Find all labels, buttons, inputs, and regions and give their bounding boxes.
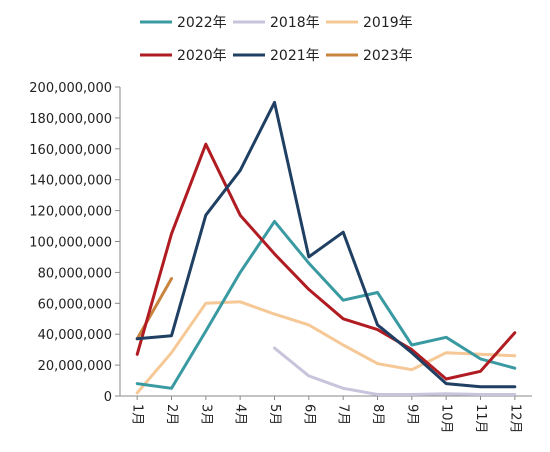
legend-label: 2023年 [363, 48, 413, 64]
series-line-2018年 [273, 346, 517, 396]
series-layer [135, 100, 517, 396]
legend: 2022年 2018年 2019年 2020年 2021年 2023年 [140, 15, 413, 64]
x-tick-label: 8月 [370, 404, 385, 425]
x-tick-label: 10月 [439, 404, 454, 434]
x-tick-label: 12月 [507, 404, 522, 434]
legend-label: 2019年 [363, 15, 413, 31]
legend-item: 2020年 [140, 48, 227, 64]
x-tick-label: 9月 [404, 404, 419, 425]
x-tick-label: 3月 [198, 404, 213, 425]
x-tick-label: 4月 [233, 404, 248, 425]
x-tick-label: 1月 [130, 404, 145, 425]
legend-label: 2022年 [177, 15, 227, 31]
legend-item: 2019年 [326, 15, 413, 31]
y-tick-label: 120,000,000 [29, 205, 112, 220]
y-tick-label: 200,000,000 [29, 81, 112, 96]
y-tick-label: 0 [104, 390, 112, 405]
legend-item: 2023年 [326, 48, 413, 64]
y-tick-label: 100,000,000 [29, 236, 112, 251]
x-axis: 1月 2月 3月 4月 5月 6月 7月 8月 9月 10月 11月 12月 [120, 395, 532, 434]
legend-item: 2021年 [233, 48, 320, 64]
x-tick-label: 7月 [336, 404, 351, 425]
y-tick-label: 180,000,000 [29, 112, 112, 127]
series-line-2023年 [135, 277, 173, 341]
legend-item: 2018年 [233, 15, 320, 31]
y-tick-label: 40,000,000 [38, 328, 112, 343]
y-tick-label: 20,000,000 [38, 359, 112, 374]
x-tick-label: 11月 [473, 404, 488, 434]
x-tick-label: 5月 [267, 404, 282, 425]
legend-item: 2022年 [140, 15, 227, 31]
y-tick-label: 160,000,000 [29, 143, 112, 158]
y-tick-label: 140,000,000 [29, 174, 112, 189]
series-line-2021年 [135, 100, 517, 389]
legend-label: 2020年 [177, 48, 227, 64]
series-line-2019年 [135, 300, 517, 395]
series-line-2022年 [135, 219, 517, 390]
x-tick-label: 2月 [164, 404, 179, 425]
y-tick-label: 60,000,000 [38, 297, 112, 312]
x-tick-label: 6月 [301, 404, 316, 425]
y-axis: 0 20,000,000 40,000,000 60,000,000 80,000,00… [29, 81, 121, 405]
legend-label: 2021年 [270, 48, 320, 64]
y-tick-label: 80,000,000 [38, 266, 112, 281]
legend-label: 2018年 [270, 15, 320, 31]
series-line-2020年 [135, 142, 517, 381]
